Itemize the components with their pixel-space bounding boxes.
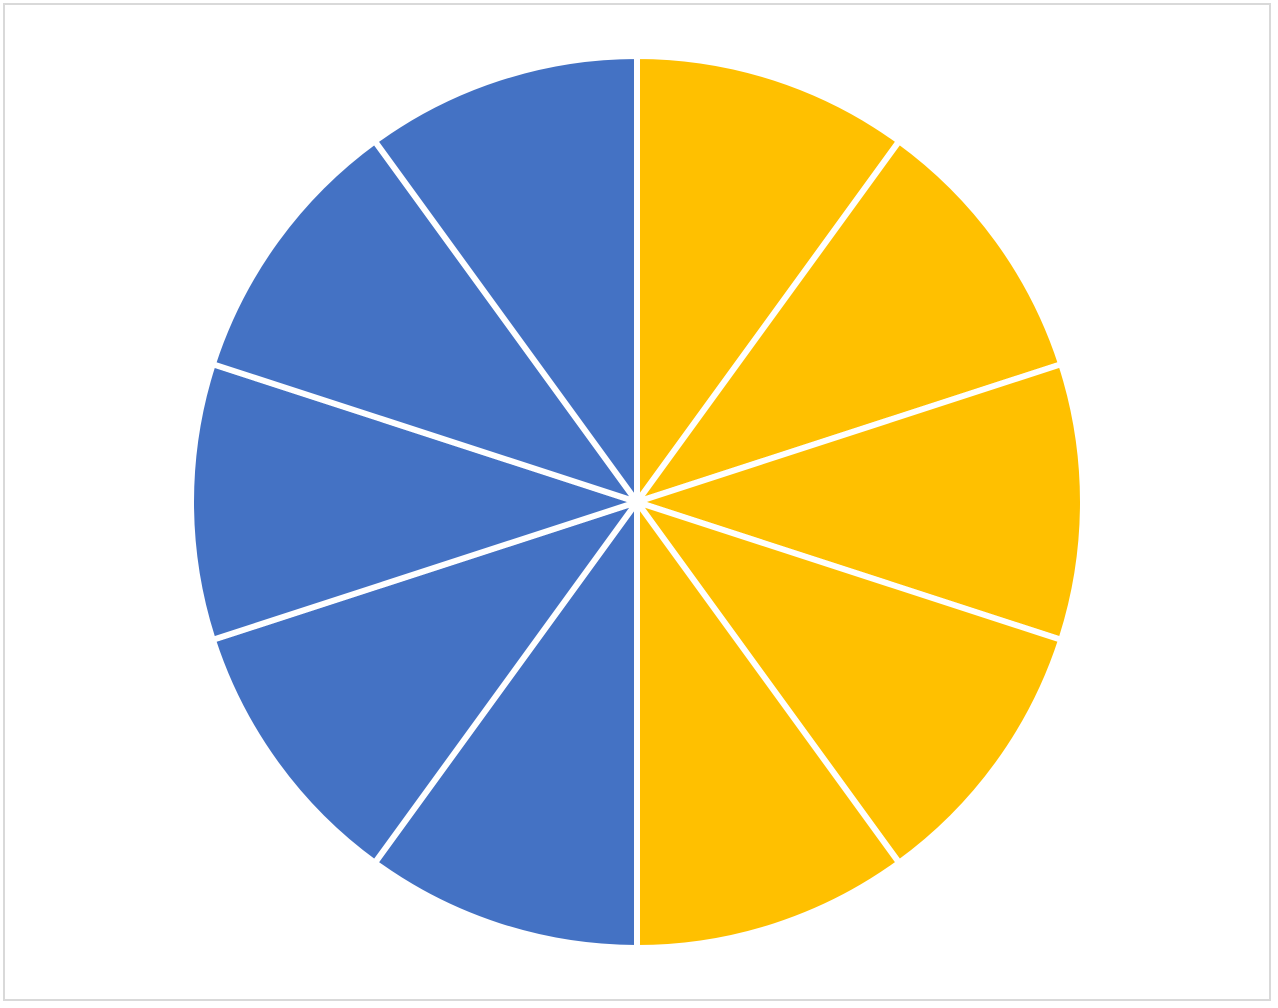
pie-slice-3 — [634, 361, 1086, 643]
pie-slice-4 — [634, 499, 1065, 866]
pie-slice-8 — [188, 361, 640, 643]
pie-slice-6 — [371, 499, 640, 951]
pie-slice-5 — [634, 499, 903, 951]
pie-slice-2 — [634, 138, 1065, 505]
pie-slice-1 — [634, 53, 903, 505]
pie-slice-10 — [371, 53, 640, 505]
pie-slice-9 — [209, 138, 640, 505]
pie-slice-7 — [209, 499, 640, 866]
